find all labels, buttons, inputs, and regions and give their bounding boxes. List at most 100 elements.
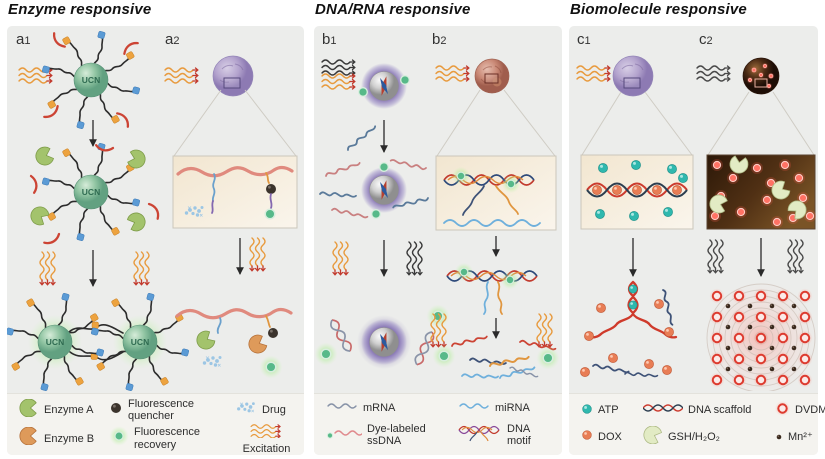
scene-c2 xyxy=(697,58,817,391)
legend-label: Fluorescence recovery xyxy=(134,426,201,451)
panel-b-illustration xyxy=(314,58,562,380)
scene-b2 xyxy=(431,58,560,380)
emission-waves-icon xyxy=(788,240,803,273)
legend-label: DNA motif xyxy=(507,422,531,447)
fluorophore-icon xyxy=(264,208,276,220)
scene-a1 xyxy=(7,30,189,391)
zoom-connector-lines xyxy=(173,89,297,157)
legend-item-mrna: mRNA xyxy=(326,400,448,418)
enzyme-b-icon xyxy=(245,332,269,357)
panel-c-illustration xyxy=(569,55,817,391)
nanoparticle-fluorescence-on xyxy=(315,305,450,369)
excitation-waves-icon xyxy=(322,74,355,89)
legend-item-mirna: miRNA xyxy=(458,400,554,418)
legend-dna-rna: mRNA miRNA Dye-labeled ssDNA DNA motif xyxy=(314,393,562,455)
panel-dna-rna: b1 b2 mRNA miRNA Dye-labeled ssDNA DNA m… xyxy=(314,26,562,455)
mirna-icon xyxy=(458,400,490,418)
dox-icon xyxy=(581,428,593,446)
mrna-icon xyxy=(326,400,358,418)
emission-waves-icon xyxy=(407,242,422,275)
gsh-h2o2-icon xyxy=(640,422,664,449)
scene-b1 xyxy=(315,60,450,369)
tumor-cell-dark-icon xyxy=(743,58,779,94)
legend-item-atp: ATP xyxy=(581,402,633,420)
legend-label: Enzyme A xyxy=(44,404,94,417)
legend-label: Drug xyxy=(262,404,286,417)
fluorescence-recovery-icon xyxy=(109,426,129,451)
legend-item-excitation: Excitation xyxy=(237,423,296,455)
tumor-cell-icon xyxy=(612,55,654,97)
emission-waves-icon xyxy=(708,240,723,273)
panel-enzyme: a1 a2 Enzyme A Fluorescence quencher Dru… xyxy=(7,26,304,455)
polymer-chain xyxy=(175,307,293,320)
zoom-connector-lines xyxy=(436,89,556,157)
fluorescence-quencher-icon xyxy=(109,401,123,420)
scene-c1 xyxy=(577,55,694,379)
atp-icon xyxy=(581,402,593,420)
legend-item-dox: DOX xyxy=(581,428,633,446)
emission-waves-icon xyxy=(250,238,265,271)
panel-label-a1: a1 xyxy=(16,31,31,48)
legend-item-fluorescence-quencher: Fluorescence quencher xyxy=(109,398,227,423)
legend-item-enzyme-b: Enzyme B xyxy=(19,426,99,450)
excitation-waves-icon xyxy=(577,66,610,81)
emission-waves-icon xyxy=(40,252,55,285)
section-title-dna-rna: DNA/RNA responsive xyxy=(315,1,471,18)
excitation-waves-icon xyxy=(697,66,730,81)
legend-label: Excitation xyxy=(242,442,291,455)
tumor-cell-icon xyxy=(474,58,510,94)
legend-label: GSH/H₂O₂ xyxy=(668,430,720,443)
tumor-cell-icon xyxy=(212,55,254,97)
excitation-waves-icon xyxy=(322,60,355,75)
legend-label: DVDMS xyxy=(795,404,825,417)
legend-label: Dye-labeled ssDNA xyxy=(367,422,426,447)
mirna-strand xyxy=(443,219,541,227)
fluorescence-recovery-icon xyxy=(260,356,283,379)
dvdms-icon xyxy=(774,399,791,421)
legend-item-fluorescence-recovery: Fluorescence recovery xyxy=(109,426,227,451)
legend-item-gsh-h2o2: GSH/H₂O₂ xyxy=(640,422,765,449)
legend-item-drug: Drug xyxy=(237,400,296,420)
legend-item-dna-scaffold: DNA scaffold xyxy=(642,401,765,420)
drug-icon xyxy=(202,356,222,367)
excitation-waves-icon xyxy=(165,68,198,83)
aptamer-atp-complex xyxy=(579,280,678,379)
enzyme-a-icon xyxy=(193,328,218,353)
legend-item-dvdms: DVDMS xyxy=(774,399,825,421)
panel-biomolecule: c1 c2 ATP DNA scaffold DVDMS DOX GSH/H₂O… xyxy=(569,26,825,455)
fluorescence-recovery-icon xyxy=(502,175,520,193)
fluorescence-quencher-icon xyxy=(268,328,278,338)
dvdms-mn-assembly xyxy=(705,282,817,391)
ucn-enzyme-cleavage xyxy=(27,138,160,245)
fluorescence-quencher-icon xyxy=(266,184,276,194)
enzyme-b-icon xyxy=(19,426,39,450)
excitation-waves-icon xyxy=(436,66,469,81)
legend-label: Enzyme B xyxy=(44,432,95,445)
released-strands xyxy=(433,335,560,380)
dye-labeled-ssdna-icon xyxy=(326,426,364,445)
panel-label-c1: c1 xyxy=(577,31,591,48)
mn2plus-icon xyxy=(775,428,783,446)
emission-waves-icon xyxy=(333,242,348,275)
dna-scaffold-icon xyxy=(642,401,684,420)
legend-label: DNA scaffold xyxy=(688,404,752,417)
panel-label-a2: a2 xyxy=(165,31,180,48)
emission-waves-icon xyxy=(134,252,149,285)
legend-label: Fluorescence quencher xyxy=(128,398,195,423)
legend-item-enzyme-a: Enzyme A xyxy=(19,398,99,422)
legend-label: ATP xyxy=(598,404,619,417)
legend-label: miRNA xyxy=(495,402,530,415)
legend-biomolecule: ATP DNA scaffold DVDMS DOX GSH/H₂O₂ Mn²⁺ xyxy=(569,393,825,455)
panel-label-b2: b2 xyxy=(432,31,447,48)
legend-label: Mn²⁺ xyxy=(788,430,813,443)
legend-item-mn2plus: Mn²⁺ xyxy=(775,428,825,446)
scene-a2 xyxy=(165,55,298,379)
legend-item-dna-motif: DNA motif xyxy=(458,421,554,450)
panel-label-b1: b1 xyxy=(322,31,337,48)
panel-label-c2: c2 xyxy=(699,31,713,48)
legend-label: DOX xyxy=(598,430,622,443)
legend-enzyme: Enzyme A Fluorescence quencher Drug Enzy… xyxy=(7,393,304,455)
panel-a-illustration xyxy=(7,30,298,391)
emission-waves-icon xyxy=(537,314,552,347)
